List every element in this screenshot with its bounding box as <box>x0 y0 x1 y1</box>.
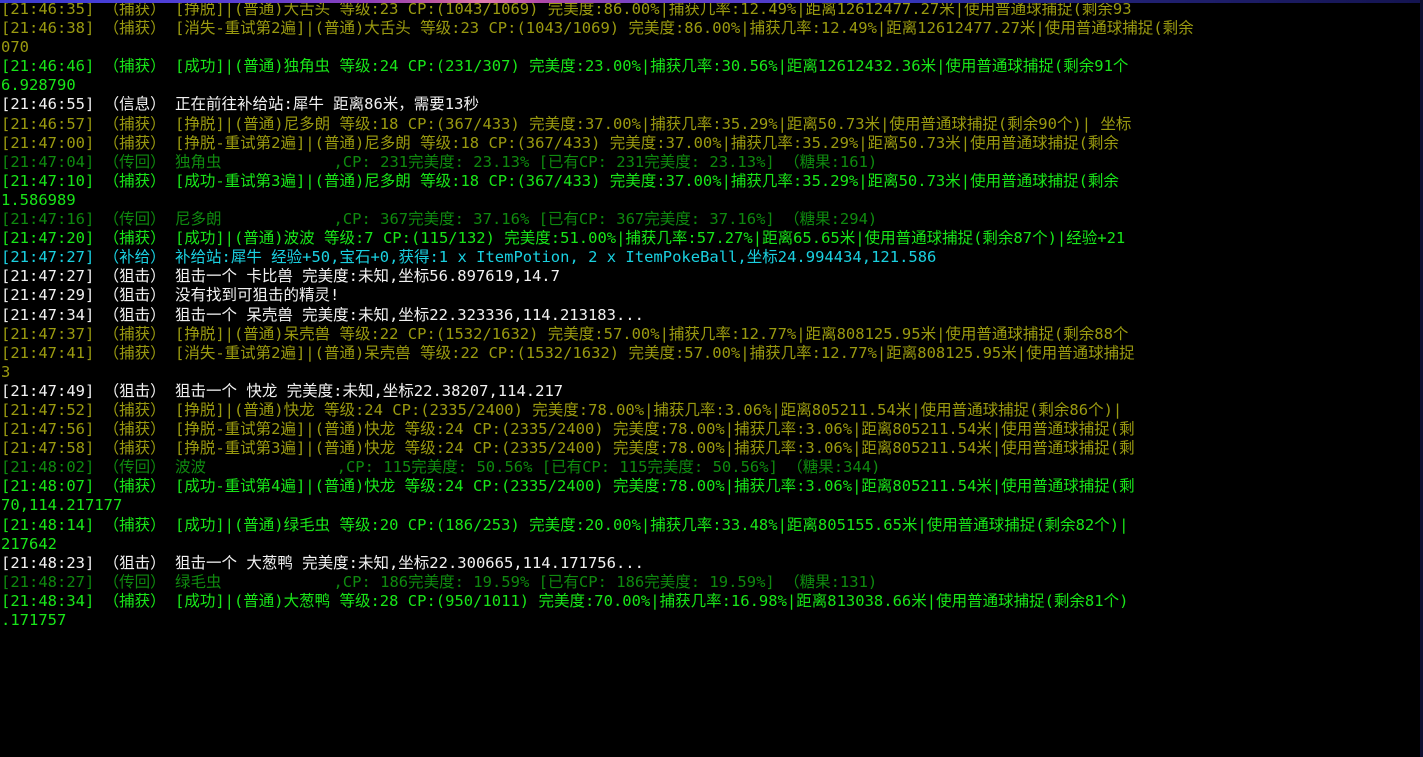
log-line: [21:48:23] （狙击） 狙击一个 大葱鸭 完美度:未知,坐标22.300… <box>1 553 644 572</box>
log-line: [21:48:27] （传回） 绿毛虫 ,CP: 186完美度: 19.59% … <box>1 572 878 591</box>
log-line: [21:47:34] （狙击） 狙击一个 呆壳兽 完美度:未知,坐标22.323… <box>1 305 644 324</box>
log-line: [21:47:49] （狙击） 狙击一个 快龙 完美度:未知,坐标22.3820… <box>1 381 564 400</box>
log-line: [21:46:57] （捕获） [挣脱]|(普通)尼多朗 等级:18 CP:(3… <box>1 114 1132 133</box>
log-line: [21:47:20] （捕获） [成功]|(普通)波波 等级:7 CP:(115… <box>1 229 1126 248</box>
log-line: [21:47:27] （补给） 补给站:犀牛 经验+50,宝石+0,获得:1 x… <box>1 248 937 267</box>
log-line: [21:47:41] （捕获） [消失-重试第2遍]|(普通)呆壳兽 等级:22… <box>1 343 1135 381</box>
log-line: [21:47:27] （狙击） 狙击一个 卡比兽 完美度:未知,坐标56.897… <box>1 267 560 286</box>
log-line: [21:47:58] （捕获） [挣脱-重试第3遍]|(普通)快龙 等级:24 … <box>1 439 1135 458</box>
log-line: [21:48:14] （捕获） [成功]|(普通)绿毛虫 等级:20 CP:(1… <box>1 515 1129 553</box>
log-line: [21:47:37] （捕获） [挣脱]|(普通)呆壳兽 等级:22 CP:(1… <box>1 324 1129 343</box>
log-line: [21:47:04] （传回） 独角虫 ,CP: 231完美度: 23.13% … <box>1 152 878 171</box>
log-line: [21:47:00] （捕获） [挣脱-重试第2遍]|(普通)尼多朗 等级:18… <box>1 133 1119 152</box>
log-line: [21:47:10] （捕获） [成功-重试第3遍]|(普通)尼多朗 等级:18… <box>1 171 1119 209</box>
log-line: [21:48:07] （捕获） [成功-重试第4遍]|(普通)快龙 等级:24 … <box>1 477 1135 515</box>
log-line: [21:46:55] （信息） 正在前往补给站:犀牛 距离86米，需要13秒 <box>1 95 479 114</box>
log-line: [21:46:35] （捕获） [挣脱]|(普通)大舌头 等级:23 CP:(1… <box>1 0 1132 18</box>
log-line: [21:47:16] （传回） 尼多朗 ,CP: 367完美度: 37.16% … <box>1 210 878 229</box>
log-line: [21:47:56] （捕获） [挣脱-重试第2遍]|(普通)快龙 等级:24 … <box>1 420 1135 439</box>
log-line: [21:47:29] （狙击） 没有找到可狙击的精灵! <box>1 286 340 305</box>
log-line: [21:47:52] （捕获） [挣脱]|(普通)快龙 等级:24 CP:(23… <box>1 400 1123 419</box>
log-line: [21:48:02] （传回） 波波 ,CP: 115完美度: 50.56% [… <box>1 458 881 477</box>
log-line: [21:46:46] （捕获） [成功]|(普通)独角虫 等级:24 CP:(2… <box>1 57 1129 95</box>
log-line: [21:48:34] （捕获） [成功]|(普通)大葱鸭 等级:28 CP:(9… <box>1 591 1129 629</box>
log-line: [21:46:38] （捕获） [消失-重试第2遍]|(普通)大舌头 等级:23… <box>1 19 1194 57</box>
horizontal-scrollbar[interactable] <box>0 0 1420 3</box>
